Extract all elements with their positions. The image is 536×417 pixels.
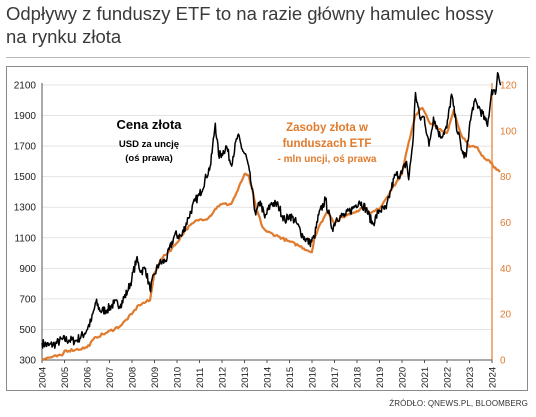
gold-title-label: Cena złota [116,117,182,132]
chart-title-line-1: Odpływy z funduszy ETF to na razie główn… [6,3,494,24]
left-tick-label-700: 700 [19,294,36,305]
chart-frame [6,66,528,391]
axes: 300 500 700 900 1100 1300 1500 1700 1900 2100 0 20 4… [14,81,517,389]
left-tick-label-1700: 1700 [14,142,37,153]
gold-subtitle-label-2: (oś prawa) [125,153,173,164]
chart-title-line-2: na rynku złota [6,26,122,47]
x-tick-label-2014: 2014 [263,367,274,388]
left-tick-label-2100: 2100 [14,81,37,92]
x-tick-label-2019: 2019 [375,367,386,388]
etf-label-1: Zasoby złota w [286,122,368,134]
etf-holdings-line [41,106,501,361]
x-tick-label-2007: 2007 [105,367,116,388]
gold-price-line [41,72,502,349]
series-lines [41,72,502,361]
right-tick-label-20: 20 [500,310,512,321]
left-tick-label-1500: 1500 [14,172,37,183]
x-tick-label-2022: 2022 [443,367,454,388]
left-tick-label-300: 300 [19,356,36,367]
left-tick-label-1100: 1100 [14,233,36,244]
x-tick-label-2020: 2020 [398,367,409,388]
x-tick-label-2010: 2010 [173,367,184,388]
grid [42,84,492,361]
right-tick-label-80: 80 [500,172,512,183]
chart-title: Odpływy z funduszy ETF to na razie główn… [6,2,530,48]
x-tick-label-2024: 2024 [488,367,499,388]
left-tick-label-900: 900 [19,264,36,275]
etf-label-2: funduszach ETF [283,138,372,150]
x-tick-label-2009: 2009 [150,367,161,388]
right-tick-label-40: 40 [500,264,512,275]
left-tick-label-500: 500 [19,325,36,336]
left-tick-label-1300: 1300 [14,203,37,214]
x-tick-label-2017: 2017 [330,367,341,388]
x-tick-label-2018: 2018 [353,367,364,388]
source-note: ŹRÓDŁO: QNEWS.PL, BLOOMBERG [389,399,528,408]
annotations: Cena złota USD za uncję (oś prawa) Zasob… [116,117,376,165]
x-tick-label-2006: 2006 [83,367,94,388]
gold-subtitle-label-1: USD za uncję [119,139,179,150]
x-tick-label-2008: 2008 [128,367,139,388]
x-tick-label-2023: 2023 [465,367,476,388]
etf-label-3: - mln uncji, oś prawa [278,154,377,165]
x-tick-label-2011: 2011 [195,368,206,388]
x-tick-label-2013: 2013 [240,367,251,388]
title-divider [6,57,530,58]
x-tick-label-2016: 2016 [308,367,319,388]
right-tick-label-120: 120 [500,81,517,92]
x-tick-label-2012: 2012 [218,367,229,388]
right-tick-label-0: 0 [500,356,506,367]
x-tick-label-2015: 2015 [285,367,296,388]
x-tick-label-2021: 2021 [420,367,431,388]
x-tick-label-2005: 2005 [60,367,71,388]
right-tick-label-100: 100 [500,126,517,137]
x-tick-label-2004: 2004 [38,367,49,388]
left-tick-label-1900: 1900 [14,111,37,122]
right-tick-label-60: 60 [500,218,512,229]
